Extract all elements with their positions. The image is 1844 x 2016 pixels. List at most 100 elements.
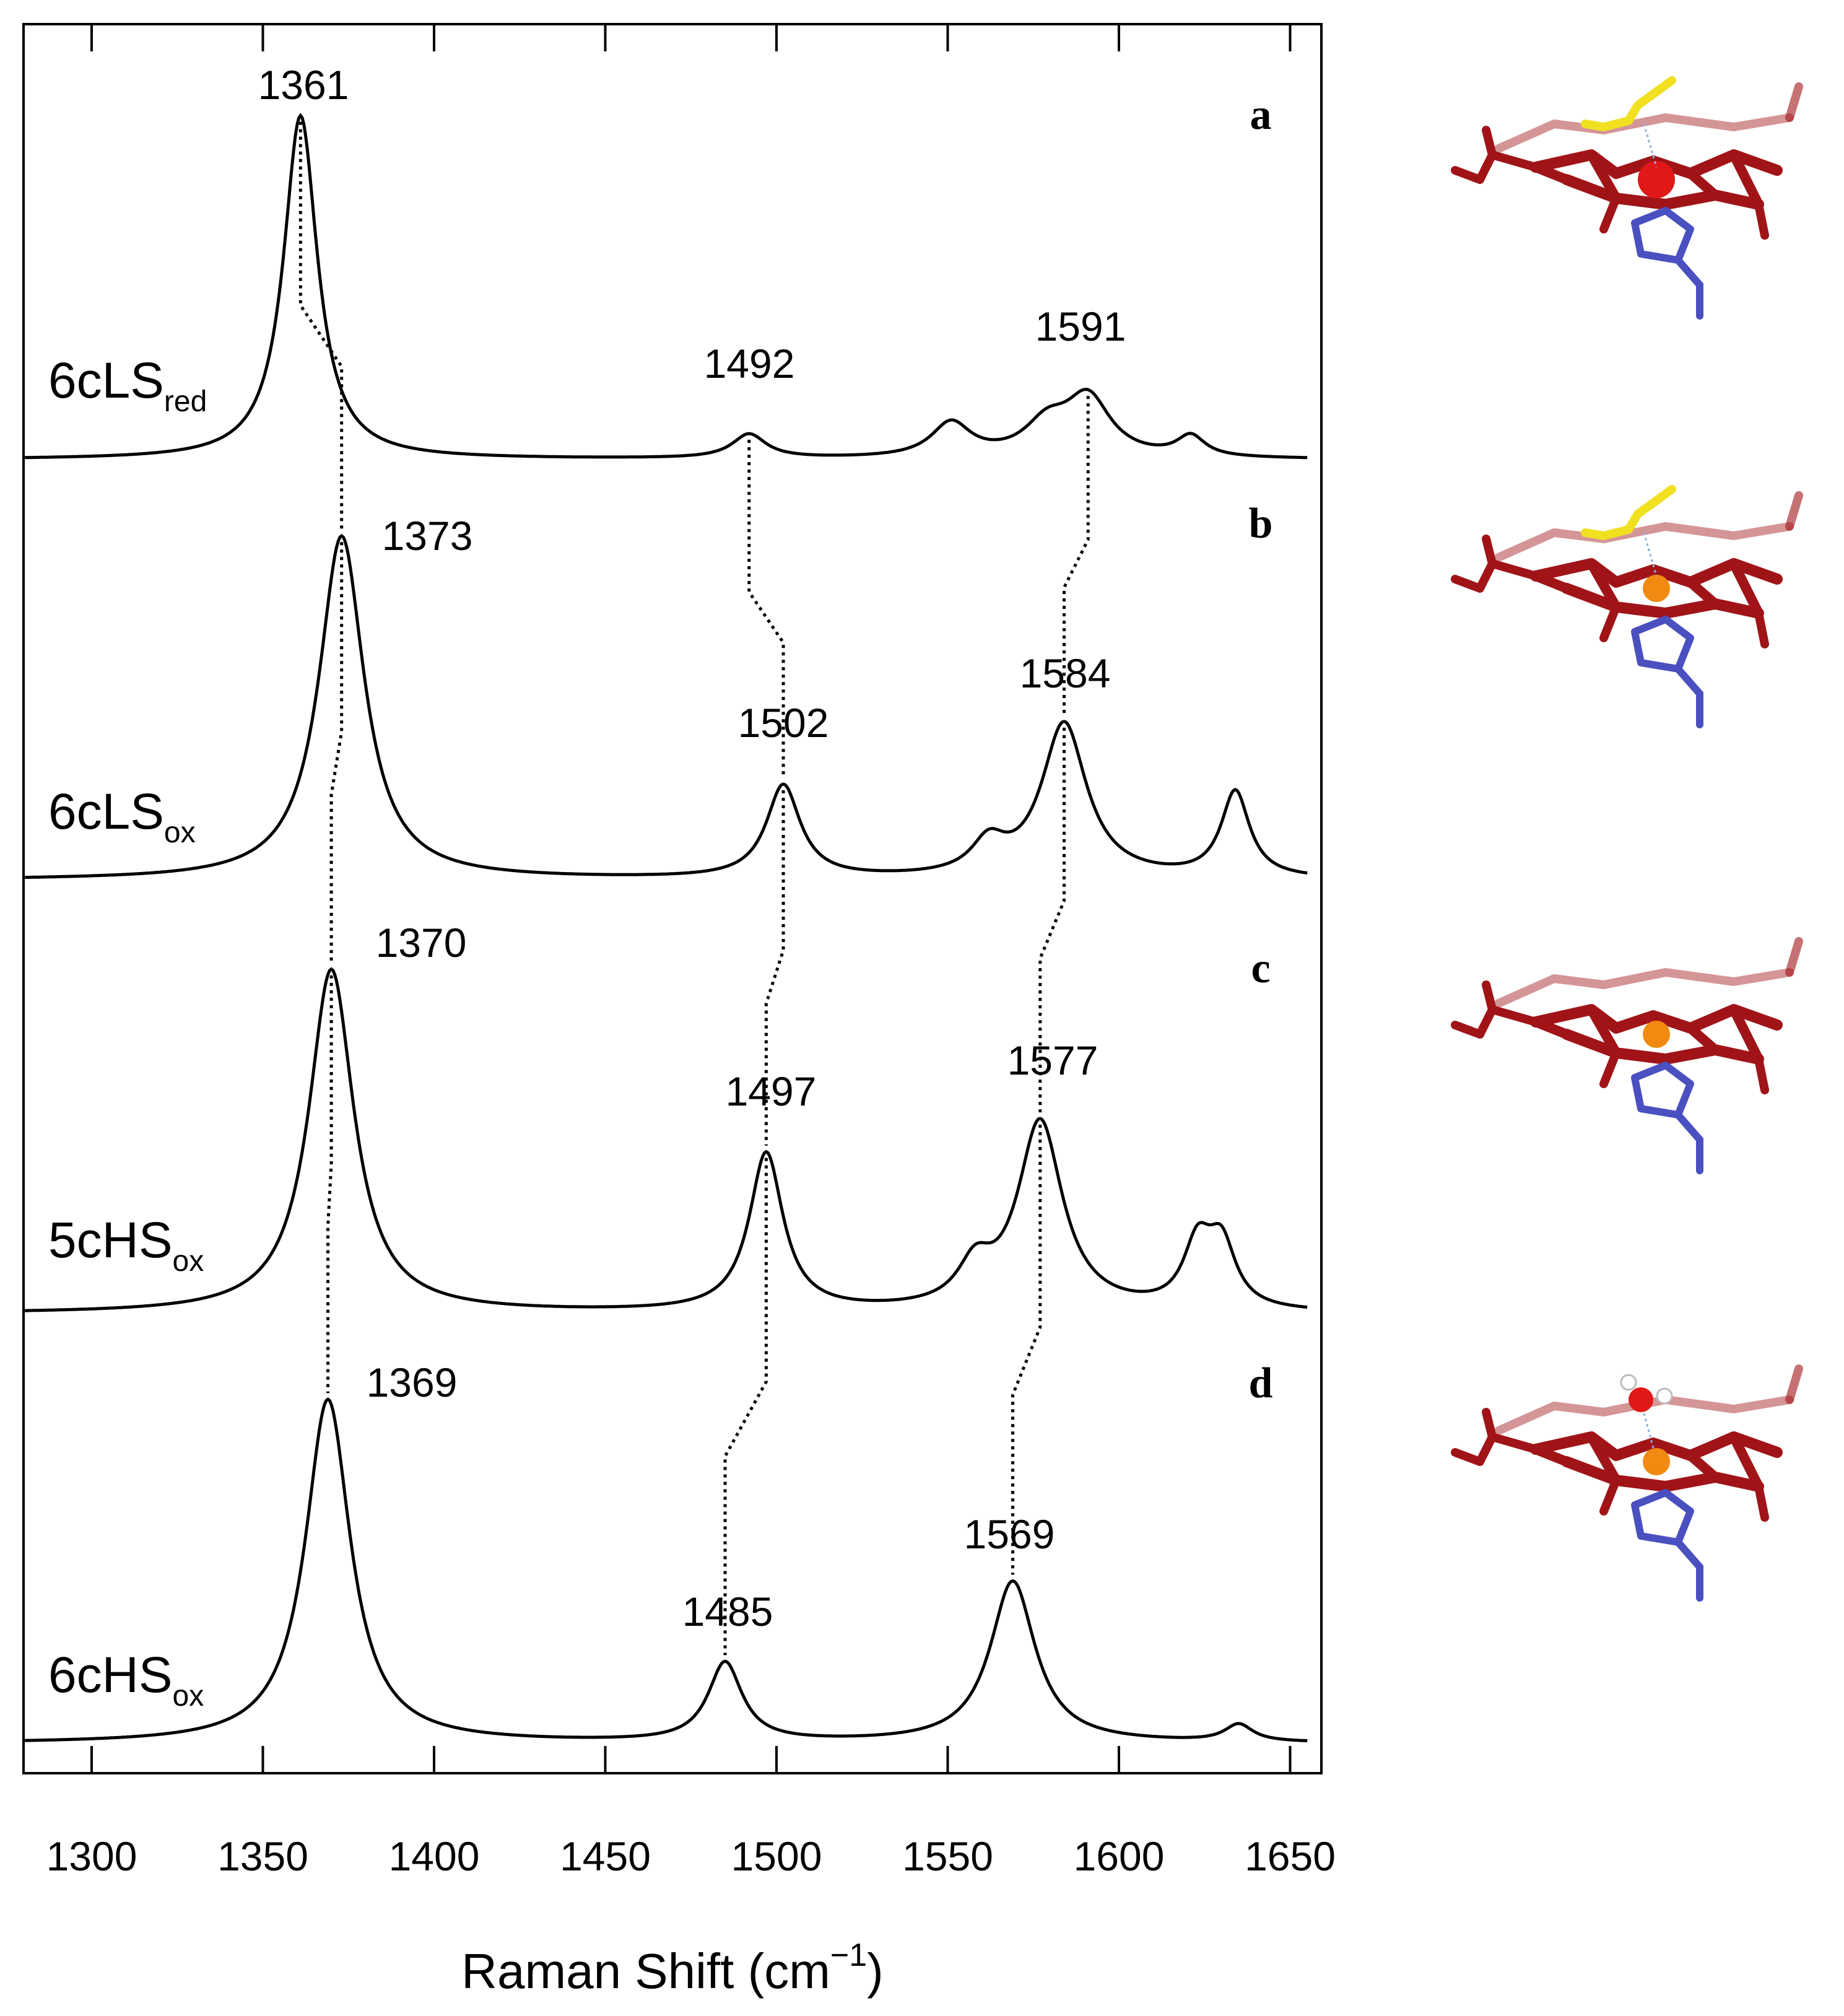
- panel-letter-b: b: [1249, 500, 1273, 548]
- heme-ring-bonds: [1531, 150, 1764, 209]
- x-tick-label: 1500: [731, 1833, 822, 1879]
- heme-ring-lower: [1561, 1029, 1764, 1065]
- heme-ring-bonds: [1531, 559, 1764, 618]
- peak-connector: [764, 790, 785, 1146]
- spectrum-line-d: [25, 1397, 1308, 1742]
- state-label-subscript: red: [164, 385, 207, 418]
- heme-ring-lower: [1561, 583, 1764, 619]
- heme-propionate: [1451, 980, 1540, 1039]
- state-label-b: 6cLSox: [48, 783, 196, 849]
- state-label-subscript: ox: [164, 816, 196, 849]
- heme-back-ring: [1494, 522, 1794, 562]
- heme-structure-b: [1451, 485, 1803, 728]
- peak-label: 1492: [704, 341, 795, 386]
- heme-propionate: [1451, 126, 1540, 184]
- heme-ring-lower: [1561, 174, 1764, 210]
- heme-methyls: [1599, 1049, 1769, 1094]
- spectrum-line-b: [25, 534, 1308, 879]
- x-tick-label: 1650: [1245, 1833, 1336, 1879]
- state-label-main: 6cHS: [48, 1647, 173, 1703]
- x-axis-label-close: ): [867, 1944, 884, 1999]
- x-tick-label: 1450: [560, 1833, 651, 1879]
- heme-propionate: [1451, 535, 1540, 593]
- x-tick-label: 1350: [217, 1833, 308, 1879]
- heme-ring-lower: [1561, 1456, 1764, 1492]
- water-oxygen: [1629, 1387, 1653, 1412]
- iron-atom: [1643, 575, 1670, 602]
- water-hydrogen: [1620, 1374, 1637, 1391]
- peak-connector: [1011, 1124, 1042, 1575]
- state-label-main: 5cHS: [48, 1212, 173, 1268]
- state-label-d: 6cHSox: [48, 1647, 204, 1713]
- heme-ring-bonds: [1531, 1432, 1764, 1491]
- peak-label: 1485: [682, 1589, 773, 1634]
- x-tick-label: 1600: [1074, 1833, 1165, 1879]
- heme-structure-d: [1451, 1364, 1803, 1602]
- heme-substituent: [1785, 1364, 1803, 1404]
- panel-letter-d: d: [1249, 1359, 1273, 1407]
- methionine-ligand: [1581, 485, 1676, 540]
- state-label-subscript: ox: [173, 1245, 204, 1278]
- state-label-a: 6cLSred: [48, 352, 207, 418]
- x-axis-label-main: Raman Shift (cm: [461, 1944, 830, 1999]
- state-label-main: 6cLS: [48, 783, 164, 840]
- water-hydrogen: [1656, 1387, 1673, 1405]
- histidine-ring: [1631, 1062, 1694, 1119]
- spectrum-line-c: [25, 967, 1308, 1312]
- heme-substituent: [1785, 491, 1803, 531]
- panel-a: a 6cLSred: [25, 91, 1308, 460]
- spectrum-line-a: [25, 113, 1308, 460]
- histidine-ring: [1631, 207, 1694, 264]
- panel-b: b 6cLSox: [25, 500, 1308, 879]
- heme-back-ring: [1494, 113, 1794, 153]
- heme-propionate: [1451, 1408, 1540, 1466]
- peak-label: 1370: [376, 920, 467, 966]
- x-axis: 1300 1350 1400 1450 1500 1550 1600 1650: [46, 24, 1336, 1879]
- heme-structures: [1451, 76, 1803, 1602]
- heme-methyls: [1599, 1476, 1769, 1522]
- peak-connector: [329, 542, 344, 963]
- peak-label: 1361: [258, 62, 349, 108]
- peak-label: 1369: [367, 1359, 458, 1405]
- iron-atom: [1638, 161, 1675, 198]
- peak-connector: [747, 440, 785, 778]
- peak-connector: [1063, 396, 1090, 715]
- state-label-main: 6cLS: [48, 352, 164, 409]
- histidine-ring: [1631, 1489, 1694, 1546]
- peak-label: 1373: [382, 513, 473, 559]
- peak-label: 1569: [964, 1511, 1055, 1557]
- peak-label: 1497: [726, 1068, 817, 1114]
- x-axis-label: Raman Shift (cm−1): [461, 1937, 884, 1999]
- panel-c: c 5cHSox: [25, 945, 1308, 1312]
- histidine-chain: [1674, 1111, 1703, 1174]
- spectra-panels: a6cLSredb6cLSoxc5cHSoxd6cHSox13611492159…: [25, 62, 1308, 1742]
- histidine-ring: [1631, 616, 1694, 673]
- heme-back-ring: [1494, 968, 1794, 1008]
- heme-structure-c: [1451, 937, 1803, 1174]
- state-label-subscript: ox: [173, 1680, 204, 1713]
- coordination-bond: [1643, 532, 1658, 577]
- histidine-chain: [1674, 665, 1703, 728]
- x-tick-label: 1550: [902, 1833, 993, 1879]
- iron-atom: [1643, 1021, 1670, 1048]
- x-tick-label: 1400: [389, 1833, 480, 1879]
- iron-atom: [1643, 1448, 1670, 1475]
- panel-letter-c: c: [1251, 945, 1270, 992]
- peak-connector: [298, 121, 344, 530]
- heme-ring-bonds: [1531, 1005, 1764, 1064]
- heme-substituent: [1785, 937, 1803, 977]
- peak-label: 1577: [1007, 1037, 1098, 1083]
- panel-letter-a: a: [1250, 91, 1272, 139]
- panel-d: d 6cHSox: [25, 1359, 1308, 1742]
- state-label-c: 5cHSox: [48, 1212, 204, 1278]
- heme-methyls: [1599, 603, 1769, 648]
- peak-connector: [326, 975, 333, 1394]
- x-tick-label: 1300: [46, 1833, 137, 1879]
- peak-label: 1591: [1035, 303, 1126, 349]
- peak-connector: [1038, 727, 1066, 1112]
- peak-connector: [723, 1158, 768, 1656]
- heme-substituent: [1785, 82, 1803, 122]
- coordination-bond: [1643, 123, 1658, 168]
- heme-methyls: [1599, 194, 1769, 240]
